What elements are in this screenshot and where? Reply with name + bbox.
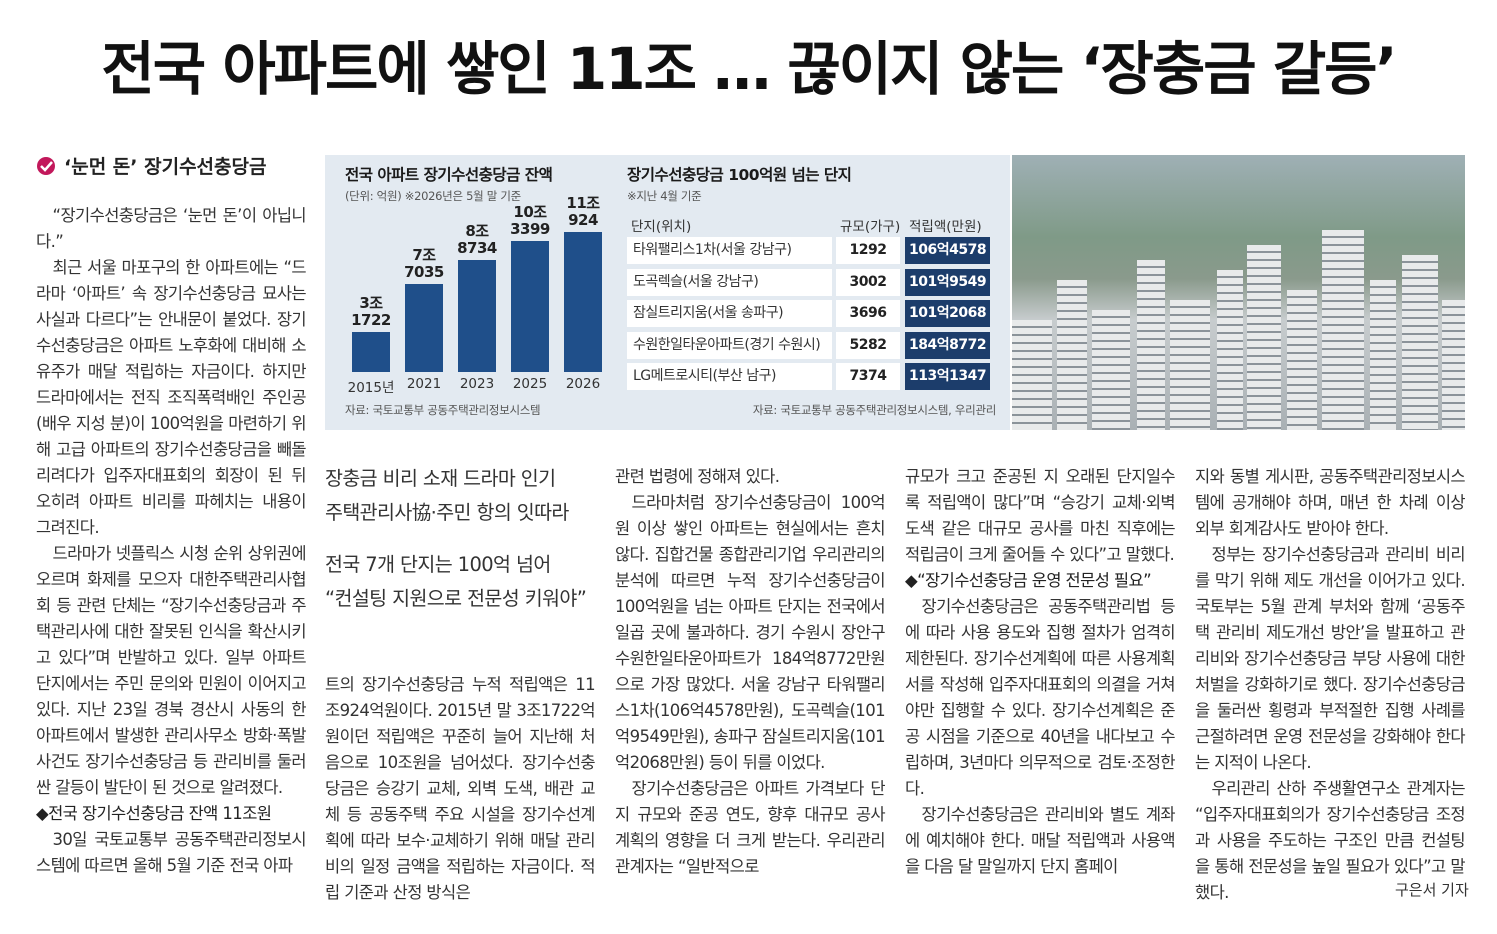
x-tick-label: 2021 xyxy=(406,376,442,392)
bar xyxy=(511,241,549,372)
building xyxy=(1092,310,1130,430)
subheading: ◆전국 장기수선충당금 잔액 11조원 xyxy=(36,804,272,823)
bar xyxy=(352,331,390,372)
table-note: ※지난 4월 기준 xyxy=(627,189,702,203)
table-cell: 잠실트리지움(서울 송파구) xyxy=(627,300,832,327)
building xyxy=(1402,255,1438,430)
bar xyxy=(564,232,602,372)
deck-line: 장충금 비리 소재 드라마 인기 xyxy=(325,467,556,490)
table-cell: 106억4578 xyxy=(905,237,990,264)
chart-title: 전국 아파트 장기수선충당금 잔액 xyxy=(345,166,553,184)
table-cell: 101억2068 xyxy=(905,300,990,327)
paragraph: 드라마가 넷플릭스 시청 순위 상위권에 오르며 화제를 모으자 대한주택관리사… xyxy=(36,544,307,797)
section-heading: ‘눈먼 돈’ 장기수선충당금 xyxy=(36,152,266,179)
building xyxy=(1170,300,1210,430)
x-tick-label: 2026 xyxy=(565,376,601,392)
table-cell: 3002 xyxy=(836,268,900,296)
table-cell: 3696 xyxy=(836,300,900,327)
building xyxy=(1442,300,1465,430)
value-label: 11조 924 xyxy=(566,194,600,229)
building xyxy=(1012,320,1052,430)
table-cell: 113억1347 xyxy=(905,363,990,390)
table-header: 단지(위치) xyxy=(631,219,692,235)
building xyxy=(1287,290,1317,430)
section-heading-text: ‘눈먼 돈’ 장기수선충당금 xyxy=(64,156,267,178)
x-tick-label: 2023 xyxy=(459,376,495,392)
text-column: 지와 동별 게시판, 공동주택관리정보시스템에 공개해야 하며, 매년 한 차례… xyxy=(1195,464,1466,906)
table-cell: 도곡렉슬(서울 강남구) xyxy=(627,268,832,296)
check-icon xyxy=(37,156,55,175)
text-column: “장기수선충당금은 ‘눈먼 돈’이 아닙니다.” 최근 서울 마포구의 한 아파트… xyxy=(36,203,307,879)
paragraph: 트의 장기수선충당금 누적 적립액은 11조924억원이다. 2015년 말 3… xyxy=(325,675,596,902)
table-header: 적립액(만원) xyxy=(909,219,982,235)
table-source: 자료: 국토교통부 공동주택관리정보시스템, 우리관리 xyxy=(752,403,996,417)
bar xyxy=(405,283,443,372)
chart-subtitle: (단위: 억원) ※2026년은 5월 말 기준 xyxy=(345,189,521,203)
deck-line: 주택관리사協·주민 항의 잇따라 xyxy=(325,501,569,524)
paragraph: 지와 동별 게시판, 공동주택관리정보시스템에 공개해야 하며, 매년 한 차례… xyxy=(1195,467,1466,538)
building xyxy=(1137,260,1165,430)
value-label: 10조 3399 xyxy=(510,203,550,239)
value-label: 7조 7035 xyxy=(404,245,444,281)
text-column: 규모가 크고 준공된 지 오래된 단지일수록 적립액이 많다”며 “승강기 교체… xyxy=(905,464,1176,880)
table-cell: 184억8772 xyxy=(905,331,990,359)
table-cell: 5282 xyxy=(836,331,900,359)
table-cell: LG메트로시티(부산 남구) xyxy=(627,363,832,390)
paragraph: 최근 서울 마포구의 한 아파트에는 “드라마 ‘아파트’ 속 장기수선충당금 … xyxy=(36,258,307,537)
value-label: 8조 8734 xyxy=(457,222,497,257)
paragraph: 관련 법령에 정해져 있다. xyxy=(615,467,780,486)
table-cell: 수원한일타운아파트(경기 수원시) xyxy=(627,331,832,359)
paragraph: 정부는 장기수선충당금과 관리비 비리를 막기 위해 제도 개선을 이어가고 있… xyxy=(1195,545,1466,772)
bar xyxy=(458,260,496,372)
building xyxy=(1247,245,1281,430)
subheading: ◆“장기수선충당금 운영 전문성 필요” xyxy=(905,571,1152,590)
paragraph: 장기수선충당금은 공동주택관리법 등에 따라 사용 용도와 집행 절차가 엄격히… xyxy=(905,597,1176,798)
table-cell: 타워팰리스1차(서울 강남구) xyxy=(627,237,832,264)
table-title: 장기수선충당금 100억원 넘는 단지 xyxy=(627,166,852,184)
table-cell: 101억9549 xyxy=(905,268,990,296)
chart-source: 자료: 국토교통부 공동주택관리정보시스템 xyxy=(345,403,541,417)
photo xyxy=(1012,155,1465,430)
value-label: 3조 1722 xyxy=(351,293,391,329)
x-tick-label: 2015년 xyxy=(347,380,395,396)
infographic: 전국 아파트 장기수선충당금 잔액 (단위: 억원) ※2026년은 5월 말 … xyxy=(325,155,1010,430)
paragraph: 우리관리 산하 주생활연구소 관계자는 “입주자대표회의가 장기수선충당금 조정… xyxy=(1195,779,1466,902)
x-tick-label: 2025 xyxy=(512,376,548,392)
table-header: 규모(가구) xyxy=(840,219,901,235)
paragraph: “장기수선충당금은 ‘눈먼 돈’이 아닙니다.” xyxy=(36,206,307,251)
paragraph: 규모가 크고 준공된 지 오래된 단지일수록 적립액이 많다”며 “승강기 교체… xyxy=(905,467,1176,564)
paragraph: 30일 국토교통부 공동주택관리정보시스템에 따르면 올해 5월 기준 전국 아… xyxy=(36,830,307,875)
table-cell: 1292 xyxy=(836,237,900,264)
deck-line: 전국 7개 단지는 100억 넘어 xyxy=(325,553,551,576)
headline: 전국 아파트에 쌓인 11조 … 끊이지 않는 ‘장충금 갈등’ xyxy=(101,35,1397,103)
paragraph: 장기수선충당금은 아파트 가격보다 단지 규모와 준공 연도, 향후 대규모 공… xyxy=(615,779,886,876)
paragraph: 장기수선충당금은 관리비와 별도 계좌에 예치해야 한다. 매달 적립액과 사용… xyxy=(905,805,1176,876)
paragraph: 드라마처럼 장기수선충당금이 100억원 이상 쌓인 아파트는 현실에서는 흔치… xyxy=(615,493,886,772)
text-column: 트의 장기수선충당금 누적 적립액은 11조924억원이다. 2015년 말 3… xyxy=(325,672,596,906)
building xyxy=(1057,280,1087,430)
building xyxy=(1322,230,1364,430)
building xyxy=(1370,280,1396,430)
building xyxy=(1217,270,1243,430)
table-cell: 7374 xyxy=(836,363,900,390)
byline: 구은서 기자 xyxy=(1395,881,1469,899)
text-column: 관련 법령에 정해져 있다. 드라마처럼 장기수선충당금이 100억원 이상 쌓인… xyxy=(615,464,886,880)
deck-line: “컨설팅 지원으로 전문성 키워야” xyxy=(325,587,587,610)
